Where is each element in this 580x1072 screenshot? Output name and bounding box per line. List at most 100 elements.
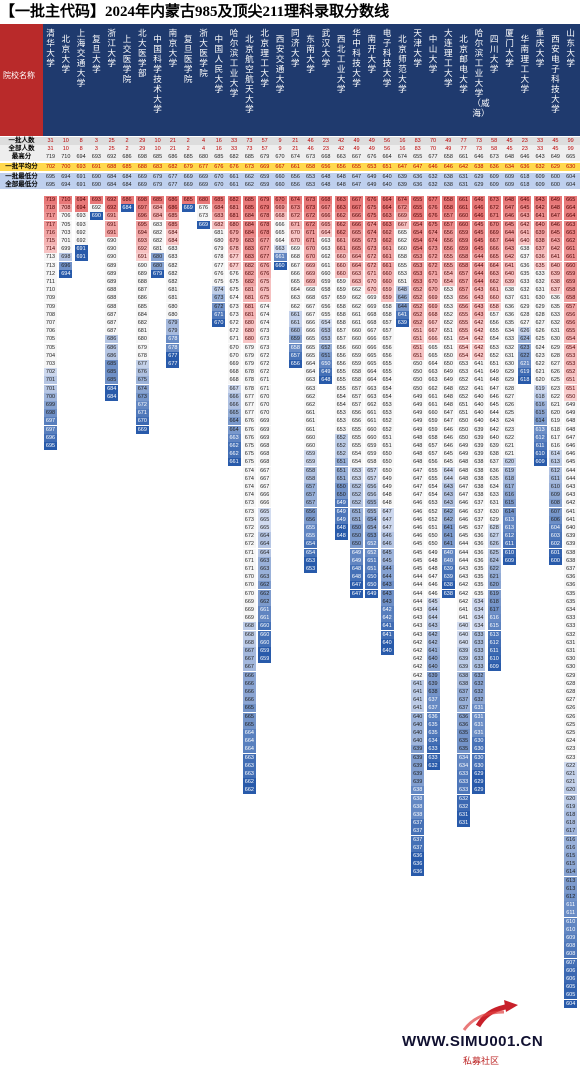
score-cell: 710: [44, 286, 57, 295]
score-cell: 678: [166, 335, 180, 344]
score-cell: 625: [548, 376, 562, 385]
summary-cell: 683: [153, 164, 163, 170]
score-cell: 696: [44, 433, 57, 442]
score-cell: 689: [105, 261, 119, 270]
score-cell: 697: [135, 204, 149, 213]
summary-cell: 647: [397, 164, 407, 170]
score-cell: 638: [441, 589, 455, 598]
summary-cell: 57: [261, 146, 268, 152]
summary-cell: 669: [198, 174, 209, 180]
score-cell: 677: [258, 237, 272, 245]
score-cell: 633: [518, 278, 532, 286]
summary-cell: 636: [413, 174, 423, 180]
page-title: 【一批主代码】2024年内蒙古985及顶尖211理科录取分数线: [0, 4, 390, 20]
score-cell: 645: [564, 458, 578, 467]
score-cell: 667: [350, 204, 363, 213]
score-cell: 655: [564, 327, 578, 336]
score-cell: 663: [426, 368, 440, 377]
score-cell: 654: [380, 384, 394, 393]
score-cell: 622: [564, 761, 578, 770]
score-cell: 639: [457, 663, 471, 672]
score-cell: 661: [334, 237, 348, 245]
score-cell: 612: [548, 466, 562, 475]
score-cell: 679: [227, 237, 241, 245]
summary-cell: 638: [443, 174, 453, 180]
score-cell: 628: [503, 384, 516, 393]
score-cell: 654: [441, 269, 455, 278]
score-cell: 673: [242, 515, 256, 524]
score-cell: 677: [258, 253, 272, 262]
summary-cell: 16: [399, 146, 406, 152]
score-cell: 674: [365, 220, 379, 229]
score-cell: 686: [166, 204, 180, 213]
score-cell: 641: [533, 212, 547, 221]
summary-cell: 661: [459, 154, 469, 160]
score-cell: 685: [212, 196, 226, 204]
score-cell: 659: [457, 245, 471, 254]
summary-cell: 647: [413, 164, 423, 170]
score-cell: 688: [105, 294, 119, 303]
score-cell: 664: [288, 286, 302, 295]
score-cell: 668: [242, 638, 256, 647]
university-name: 哈尔滨工业大学: [229, 28, 239, 98]
score-cell: 629: [503, 376, 516, 385]
score-cell: 682: [166, 269, 180, 278]
score-cell: 677: [166, 360, 180, 368]
score-cell: 664: [487, 261, 501, 270]
score-cell: 664: [304, 360, 318, 368]
score-cell: 641: [380, 630, 394, 639]
summary-cell: 636: [489, 164, 499, 170]
score-cell: 626: [533, 327, 547, 336]
score-cell: 643: [457, 565, 471, 573]
score-cell: 635: [533, 261, 547, 270]
score-cell: 691: [135, 253, 149, 262]
score-cell: 629: [564, 671, 578, 680]
score-cell: 630: [487, 507, 501, 516]
score-cell: 682: [242, 278, 256, 286]
score-cell: 618: [533, 392, 547, 401]
score-cell: 642: [564, 499, 578, 508]
score-cell: 634: [457, 761, 471, 770]
score-cell: 640: [411, 737, 425, 746]
row-band-total: [43, 145, 580, 153]
score-cell: 666: [365, 335, 379, 344]
score-cell: 638: [472, 474, 486, 483]
summary-cell: 662: [244, 182, 254, 188]
score-cell: 681: [212, 228, 226, 237]
score-cell: 670: [426, 278, 440, 286]
summary-cell: 685: [244, 154, 254, 160]
score-cell: 661: [319, 261, 333, 270]
score-cell: 653: [380, 401, 394, 409]
score-cell: 657: [457, 269, 471, 278]
summary-cell: 653: [306, 182, 316, 188]
score-cell: 687: [135, 286, 149, 295]
summary-cell: 45: [552, 138, 559, 144]
score-cell: 668: [258, 450, 272, 459]
score-cell: 670: [273, 196, 287, 204]
score-cell: 670: [304, 245, 318, 254]
score-cell: 643: [564, 491, 578, 500]
score-cell: 665: [395, 228, 409, 237]
score-cell: 668: [304, 286, 318, 295]
score-cell: 664: [258, 540, 272, 549]
score-cell: 648: [350, 565, 363, 573]
summary-cell: 58: [491, 146, 498, 152]
score-cell: 658: [350, 376, 363, 385]
university-name: 厦门大学: [505, 28, 514, 68]
summary-cell: 99: [567, 138, 574, 144]
score-cell: 677: [242, 392, 256, 401]
score-cell: 685: [181, 196, 195, 204]
score-cell: 688: [135, 278, 149, 286]
summary-cell: 680: [198, 154, 209, 160]
score-cell: 667: [426, 319, 440, 327]
score-cell: 637: [457, 696, 471, 705]
score-cell: 627: [518, 319, 532, 327]
score-cell: 647: [564, 433, 578, 442]
summary-cell: 49: [353, 138, 360, 144]
summary-cell: 649: [367, 174, 377, 180]
score-cell: 640: [472, 409, 486, 418]
university-name: 中国科学技术大学: [153, 34, 162, 114]
score-cell: 659: [380, 286, 394, 295]
score-cell: 649: [441, 376, 455, 385]
score-cell: 657: [365, 466, 379, 475]
